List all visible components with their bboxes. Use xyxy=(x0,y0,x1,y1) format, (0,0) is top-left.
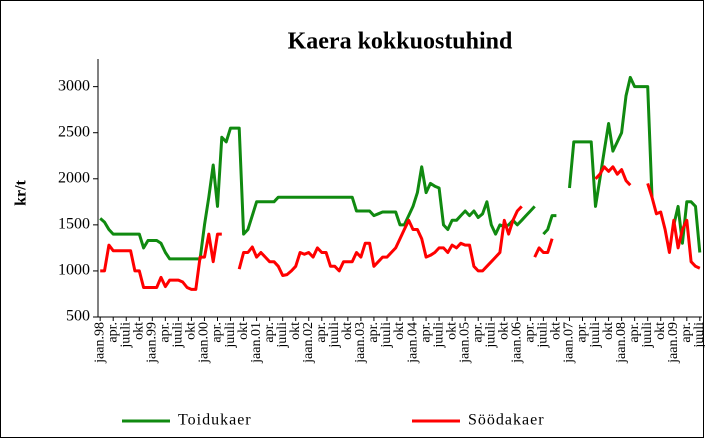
x-tick-label: juuli xyxy=(536,322,551,349)
x-tick-label: juuli xyxy=(223,322,238,349)
x-tick-label: apr. xyxy=(523,322,538,343)
x-tick-label: okt xyxy=(497,322,512,340)
x-tick-label: apr. xyxy=(105,322,120,343)
x-tick-label: juuli xyxy=(588,322,603,349)
x-tick-label: jaan.98 xyxy=(92,322,107,364)
x-tick-label: okt xyxy=(653,322,668,340)
x-tick-label: apr. xyxy=(158,322,173,343)
x-tick-label: juuli xyxy=(171,322,186,349)
series-line xyxy=(100,165,701,291)
x-tick-label: okt xyxy=(392,322,407,340)
x-tick-label: okt xyxy=(184,322,199,340)
x-tick-label: juuli xyxy=(483,322,498,349)
x-tick-label: apr. xyxy=(314,322,329,343)
x-tick-label: jaan.00 xyxy=(197,322,212,364)
x-tick-label: juuli xyxy=(327,322,342,349)
x-tick-label: juuli xyxy=(692,322,705,349)
y-axis-label: kr/t xyxy=(13,179,30,205)
x-tick-label: apr. xyxy=(262,322,277,343)
x-tick-label: juuli xyxy=(275,322,290,349)
y-tick-label: 500 xyxy=(66,308,90,325)
y-tick-label: 2000 xyxy=(58,169,90,186)
x-tick-label: apr. xyxy=(575,322,590,343)
x-tick-label: apr. xyxy=(210,322,225,343)
y-tick-label: 3000 xyxy=(58,77,90,94)
x-tick-label: jaan.09 xyxy=(666,322,681,364)
x-tick-label: apr. xyxy=(366,322,381,343)
x-tick-label: jaan.07 xyxy=(562,322,577,364)
x-tick-label: okt xyxy=(549,322,564,340)
x-tick-label: jaan.06 xyxy=(510,322,525,364)
y-tick-label: 1500 xyxy=(58,216,90,233)
y-tick-label: 2500 xyxy=(58,123,90,140)
x-tick-label: juuli xyxy=(379,322,394,349)
x-tick-label: okt xyxy=(236,322,251,340)
x-tick-label: apr. xyxy=(470,322,485,343)
x-tick-label: jaan.01 xyxy=(249,322,264,364)
x-tick-label: okt xyxy=(601,322,616,340)
x-tick-label: apr. xyxy=(679,322,694,343)
x-tick-label: jaan.08 xyxy=(614,322,629,364)
series-line xyxy=(99,75,702,261)
x-tick-label: juuli xyxy=(640,322,655,349)
y-tick-label: 1000 xyxy=(58,262,90,279)
legend-label: Söödakaer xyxy=(468,412,545,429)
x-tick-label: juuli xyxy=(431,322,446,349)
x-tick-label: okt xyxy=(444,322,459,340)
x-tick-label: okt xyxy=(340,322,355,340)
x-tick-label: okt xyxy=(131,322,146,340)
x-tick-label: jaan.99 xyxy=(145,322,160,364)
x-tick-label: jaan.05 xyxy=(457,322,472,364)
x-tick-label: juuli xyxy=(118,322,133,349)
x-tick-label: jaan.03 xyxy=(353,322,368,364)
x-tick-label: jaan.02 xyxy=(301,322,316,364)
x-tick-label: apr. xyxy=(418,322,433,343)
x-tick-label: okt xyxy=(288,322,303,340)
chart-title: Kaera kokkuostuhind xyxy=(288,29,513,55)
x-tick-label: jaan.04 xyxy=(405,322,420,364)
x-tick-label: apr. xyxy=(627,322,642,343)
legend-label: Toidukaer xyxy=(178,412,252,429)
